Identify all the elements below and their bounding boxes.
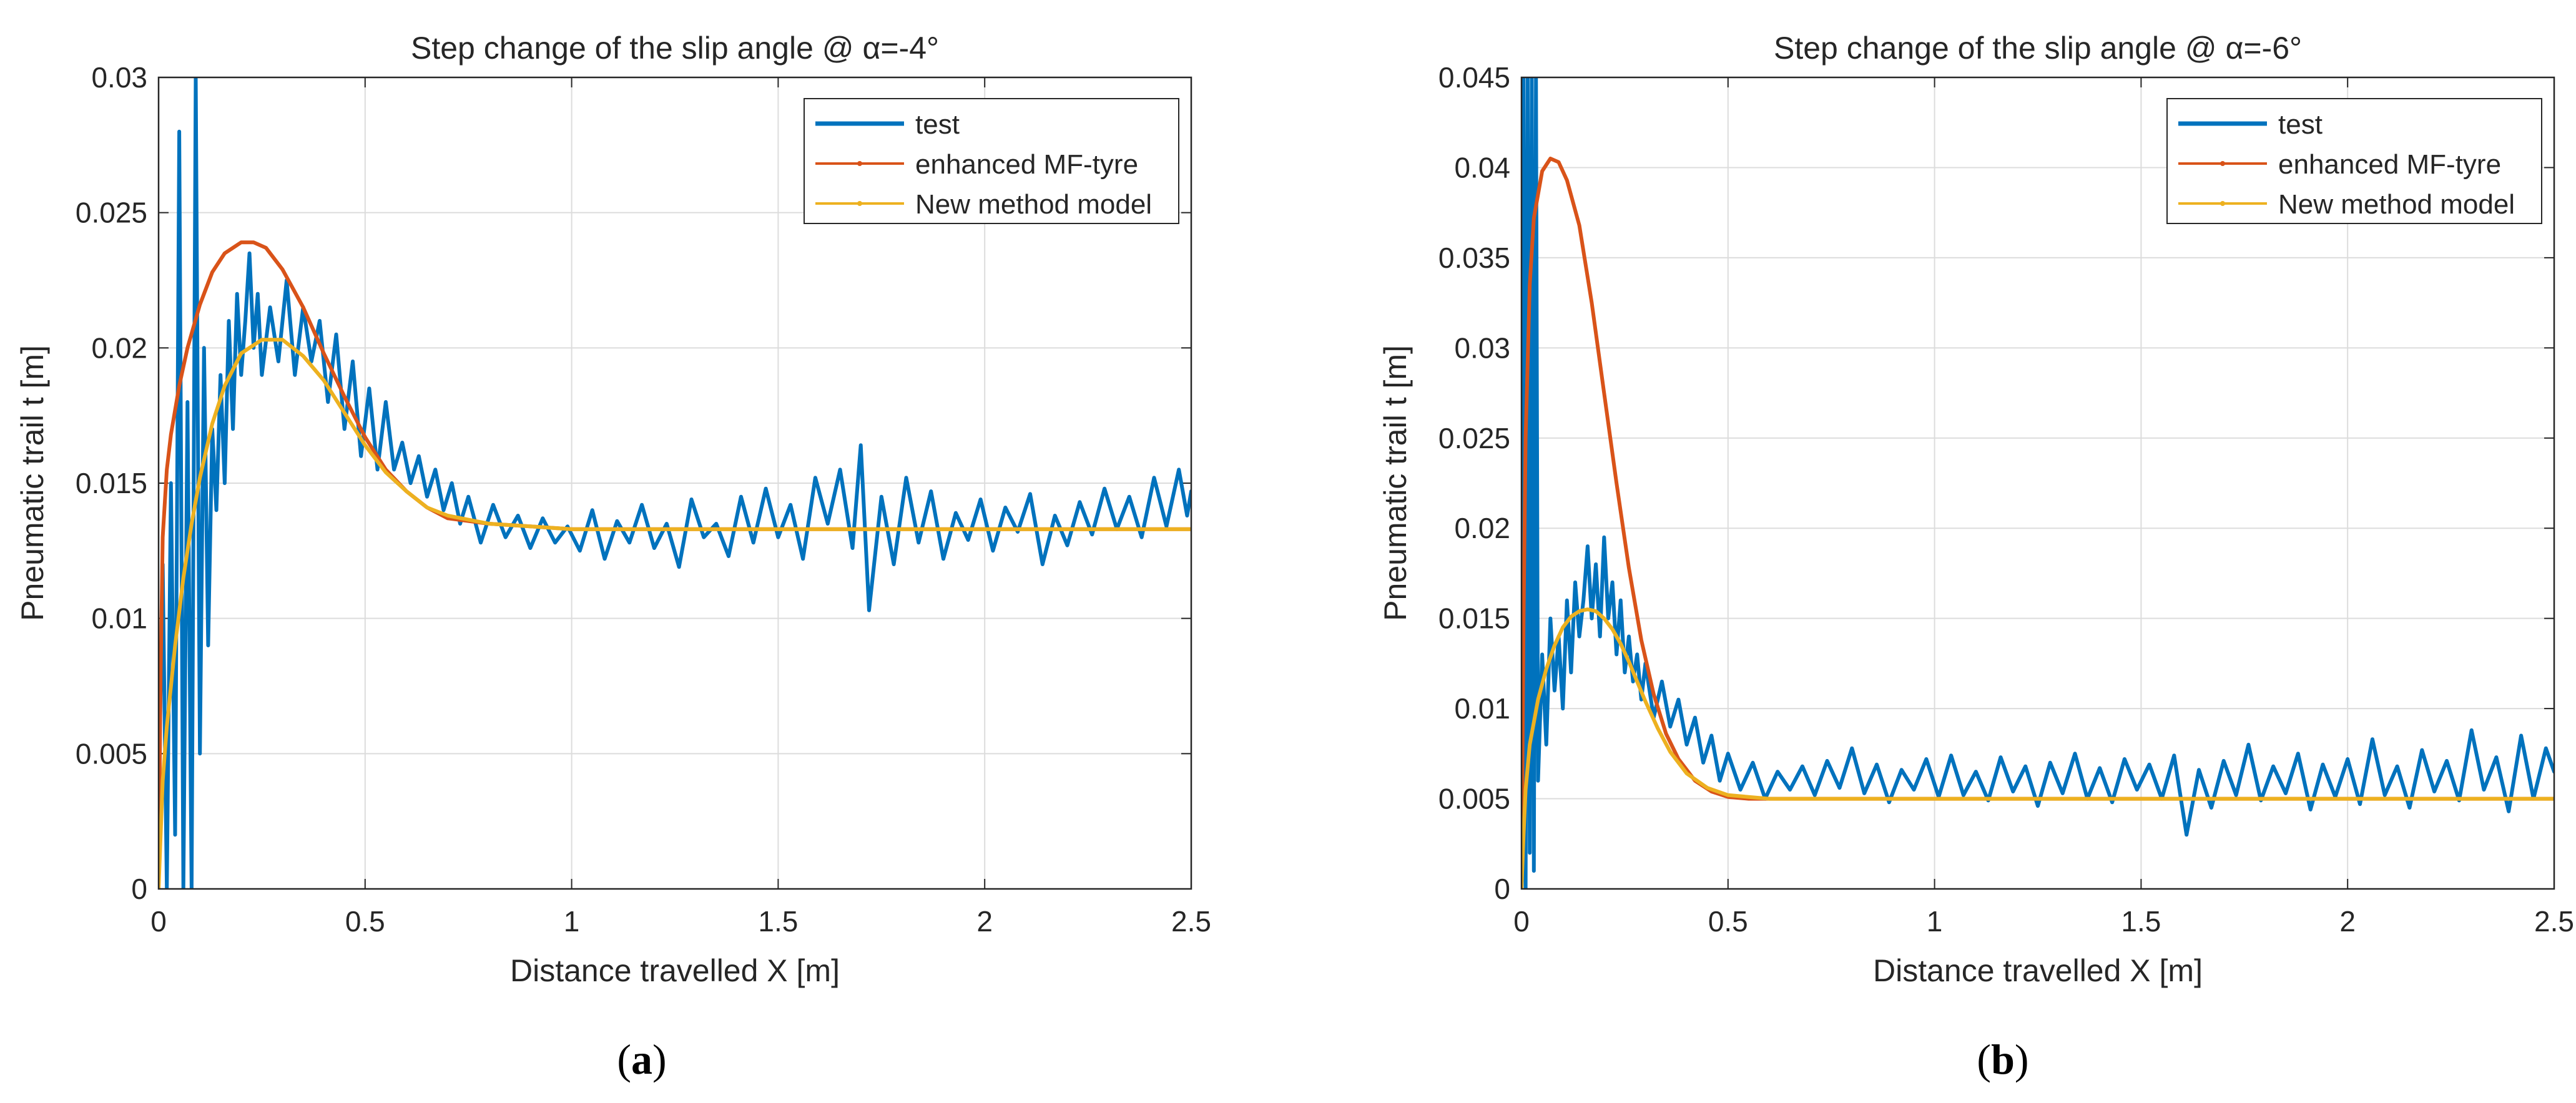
y-tick-label: 0.035 [1438, 242, 1510, 274]
series-group [159, 77, 1191, 889]
x-tick-label: 2.5 [2534, 905, 2574, 938]
x-tick-label: 0 [150, 905, 167, 938]
legend-marker [857, 161, 862, 166]
y-axis-label: Pneumatic trail t [m] [1378, 345, 1413, 621]
legend-label: test [915, 109, 960, 140]
legend-label: enhanced MF-tyre [915, 149, 1138, 180]
y-tick-label: 0 [1494, 873, 1510, 905]
chart-b: 0 0.5 1 1.5 2 2.5 0 0.005 0.01 0.015 0.02 0.025 0.03… [1378, 31, 2574, 1083]
legend-label: New method model [915, 189, 1152, 220]
y-tick-label: 0.005 [76, 737, 147, 770]
y-tick-label: 0 [131, 873, 147, 905]
x-tick-label: 1 [564, 905, 580, 938]
y-tick-label: 0.025 [76, 197, 147, 229]
y-tick-label: 0.02 [91, 331, 147, 364]
panel-label-open: ( [1977, 1036, 1991, 1083]
legend-label: New method model [2278, 189, 2515, 220]
series-group [1522, 77, 2554, 889]
y-axis-label: Pneumatic trail t [m] [15, 345, 50, 621]
chart-title: Step change of the slip angle @ α=-4° [411, 31, 939, 66]
axes-box [157, 76, 1192, 890]
panel-label-letter: a [631, 1036, 652, 1083]
chart-title: Step change of the slip angle @ α=-6° [1774, 31, 2302, 66]
y-tick-label: 0.01 [1454, 692, 1510, 725]
x-tick-label: 2.5 [1171, 905, 1211, 938]
legend-label: enhanced MF-tyre [2278, 149, 2501, 180]
x-tick-label: 0 [1513, 905, 1530, 938]
x-tick-label: 0.5 [345, 905, 385, 938]
panel-label-letter: b [1991, 1036, 2015, 1083]
x-tick-label: 2 [2339, 905, 2356, 938]
y-tick-label: 0.01 [91, 602, 147, 635]
x-axis-label: Distance travelled X [m] [510, 953, 840, 988]
panel-label: (a) [617, 1036, 666, 1083]
x-tick-label: 1.5 [2121, 905, 2161, 938]
y-tick-label: 0.015 [1438, 602, 1510, 635]
legend-marker [857, 201, 862, 206]
y-tick-label: 0.005 [1438, 783, 1510, 815]
series-line-test [159, 77, 1191, 889]
panel-label: (b) [1977, 1036, 2028, 1083]
axes-box [1520, 76, 2555, 890]
series-line-new-method-model [1522, 607, 2554, 889]
legend-label: test [2278, 109, 2323, 140]
x-tick-label: 1.5 [758, 905, 798, 938]
y-tick-label: 0.03 [91, 61, 147, 94]
y-tick-label: 0.045 [1438, 61, 1510, 94]
y-tick-label: 0.04 [1454, 151, 1510, 184]
legend-marker [2220, 201, 2225, 206]
y-tick-label: 0.03 [1454, 331, 1510, 364]
panel-label-close: ) [2015, 1036, 2029, 1083]
series-line-test [1522, 77, 2554, 889]
x-tick-label: 1 [1927, 905, 1943, 938]
panel-label-close: ) [652, 1036, 667, 1083]
chart-a: 0 0.5 1 1.5 2 2.5 0 0.005 0.01 0.015 0.02 0.025 0.03… [15, 31, 1211, 1083]
x-axis-label: Distance travelled X [m] [1873, 953, 2203, 988]
panel-label-open: ( [617, 1036, 631, 1083]
x-tick-label: 2 [976, 905, 993, 938]
y-tick-label: 0.015 [76, 467, 147, 499]
y-tick-label: 0.025 [1438, 422, 1510, 454]
y-tick-label: 0.02 [1454, 512, 1510, 544]
series-line-new-method-model [159, 338, 1191, 889]
legend-marker [2220, 161, 2225, 166]
x-tick-label: 0.5 [1708, 905, 1748, 938]
